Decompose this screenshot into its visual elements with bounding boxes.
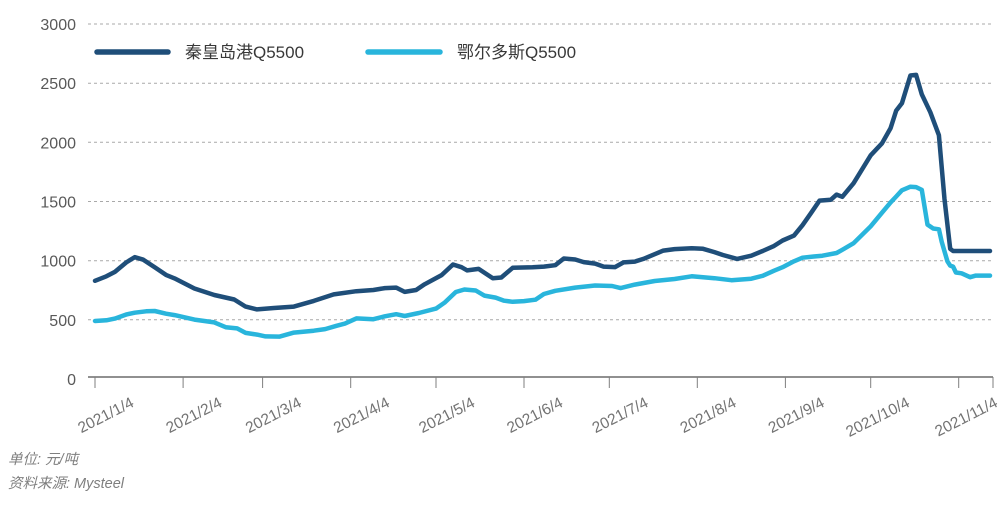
x-axis-label: 2021/7/4 [590,394,652,437]
y-axis-label: 1500 [40,195,76,212]
y-axis-label: 2000 [40,135,76,152]
x-axis-label: 2021/9/4 [766,394,828,437]
x-axis-label: 2021/5/4 [416,394,478,437]
unit-note: 单位: 元/吨 [8,452,79,468]
x-axis-label: 2021/1/4 [75,394,137,437]
y-axis-label: 1000 [40,254,76,271]
x-axis-label: 2021/10/4 [843,394,912,441]
x-axis-label: 2021/8/4 [678,394,740,437]
y-axis-label: 2500 [40,76,76,93]
y-axis-label: 500 [49,313,76,330]
x-axis-label: 2021/3/4 [243,394,305,437]
x-axis-label: 2021/6/4 [504,394,566,437]
source-note: 资料来源: Mysteel [8,476,125,492]
x-axis-label: 2021/11/4 [932,394,1000,440]
x-axis-label: 2021/2/4 [163,394,225,437]
y-axis-label: 0 [67,372,76,389]
series-line-qinhuangdao [92,72,993,312]
x-axis-label: 2021/4/4 [331,394,393,437]
y-axis-label: 3000 [40,17,76,34]
legend-label: 鄂尔多斯Q5500 [457,43,576,62]
series-line-ordos [92,184,993,339]
legend-label: 秦皇岛港Q5500 [185,43,304,62]
